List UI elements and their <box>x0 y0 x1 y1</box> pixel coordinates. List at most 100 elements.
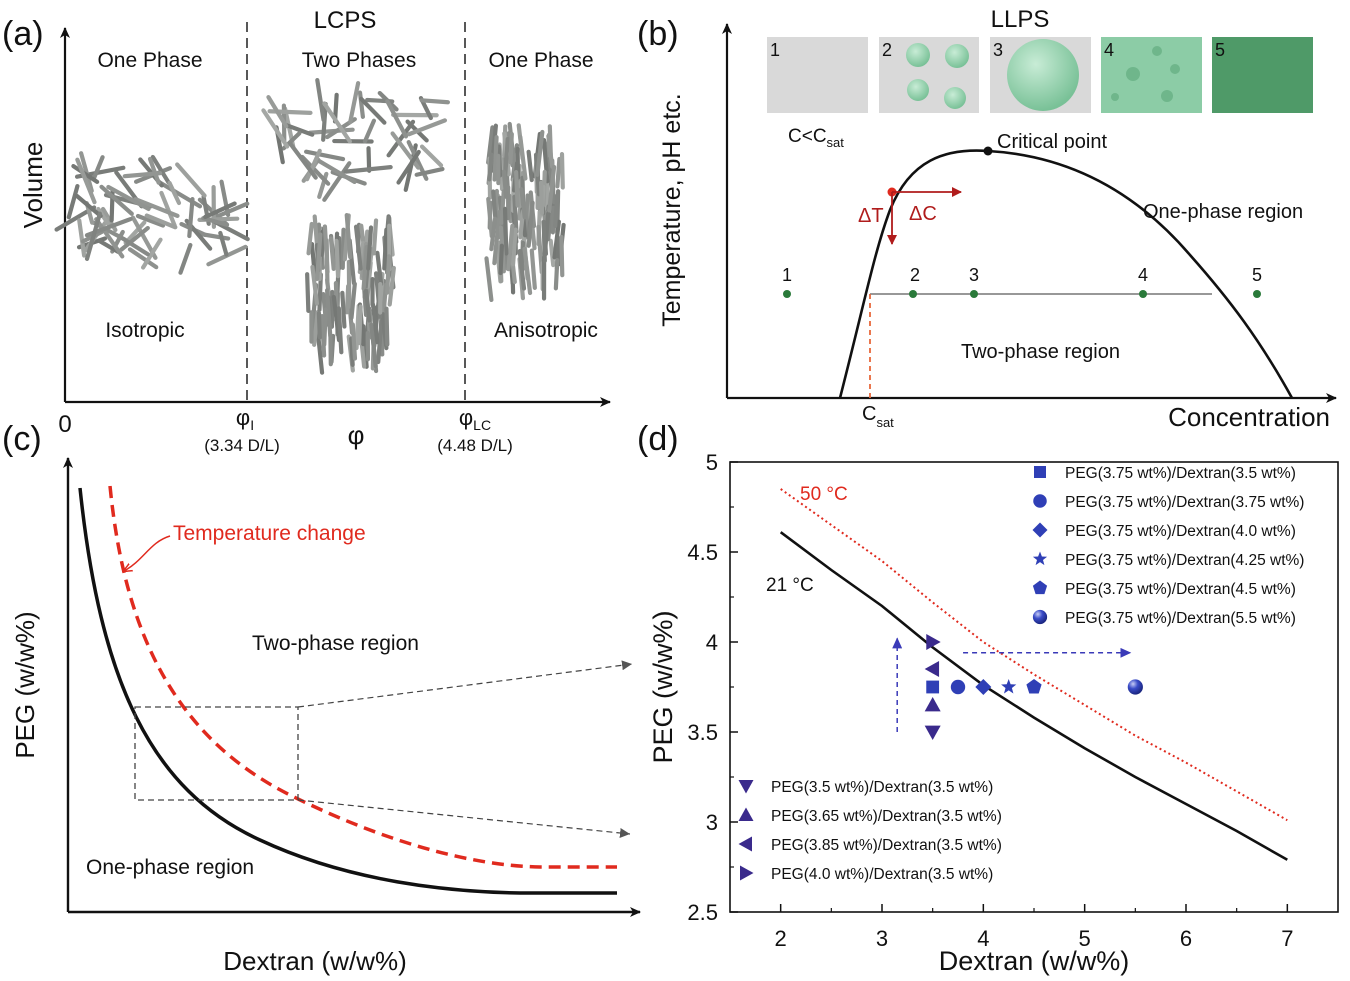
state-box-3-label: 3 <box>993 40 1003 60</box>
rod <box>348 81 361 125</box>
rod <box>369 322 378 369</box>
state-points: 1 2 3 4 5 <box>782 265 1262 298</box>
rod <box>552 219 561 260</box>
legend-marker-tri-down <box>738 780 754 794</box>
y-tick-label: 3.5 <box>687 720 718 745</box>
data-point-tri-left <box>924 661 940 677</box>
coexisting-nematic-rods <box>305 212 396 375</box>
rod <box>266 95 289 129</box>
panel-b-title: LLPS <box>991 6 1050 33</box>
rod <box>353 224 363 271</box>
x-tick-label: 4 <box>977 926 989 951</box>
panel-a-title: LCPS <box>314 7 377 34</box>
rod <box>546 133 555 169</box>
rod <box>519 187 527 220</box>
rod <box>487 152 494 182</box>
rod <box>322 307 328 347</box>
data-point-tri-right <box>926 634 941 650</box>
data-point-tri-down <box>924 725 941 740</box>
state-point-3-label: 3 <box>969 265 979 285</box>
rod <box>159 190 177 228</box>
state-box-4 <box>1101 37 1202 113</box>
rod <box>375 250 384 287</box>
rod <box>74 193 103 219</box>
panel-a-phi-lc: φLC <box>459 405 491 433</box>
rod <box>349 281 357 320</box>
legend-marker-star <box>1032 551 1048 566</box>
rod <box>322 101 352 144</box>
state-point-2-label: 2 <box>910 265 920 285</box>
small-droplet <box>1170 64 1180 74</box>
legend-label: PEG(3.75 wt%)/Dextran(3.5 wt%) <box>1065 465 1296 482</box>
rod <box>512 194 519 234</box>
rod <box>187 197 195 239</box>
temperature-change-arrow <box>124 535 171 571</box>
data-point-circle <box>950 679 966 695</box>
rod <box>386 119 416 158</box>
rod <box>310 264 320 306</box>
small-droplet <box>1126 67 1140 81</box>
csat-label: Csat <box>862 403 894 430</box>
y-tick-label: 2.5 <box>687 900 718 925</box>
state-box-1 <box>767 37 868 113</box>
rod <box>559 151 565 190</box>
delta-t-label: ΔT <box>858 205 884 227</box>
panel-a: (a) LCPS Volume 0 φ One Phase Two Phases… <box>2 7 611 455</box>
state-point-3 <box>970 290 978 298</box>
legend-label: PEG(3.75 wt%)/Dextran(3.75 wt%) <box>1065 494 1304 511</box>
panel-a-region-2: Two Phases <box>302 49 416 72</box>
rod <box>322 161 352 202</box>
x-tick-label: 2 <box>775 926 787 951</box>
rod <box>178 242 193 275</box>
rod <box>99 184 134 216</box>
large-droplet <box>1007 39 1079 111</box>
isotropic-rods <box>54 151 250 275</box>
panel-d-curves <box>779 488 1288 861</box>
two-phase-label-b: Two-phase region <box>961 341 1120 363</box>
legend-label: PEG(4.0 wt%)/Dextran(3.5 wt%) <box>771 866 993 883</box>
label-50c: 50 °C <box>800 484 848 505</box>
rod <box>506 223 515 272</box>
rod <box>344 212 353 260</box>
legend-marker-sphere <box>1032 609 1048 625</box>
data-point-diamond <box>975 679 992 695</box>
state-point-2 <box>909 290 917 298</box>
rod <box>324 288 333 338</box>
rod <box>123 220 147 245</box>
rod <box>144 213 178 230</box>
rod <box>526 200 535 248</box>
rod <box>526 149 534 183</box>
state-point-4-label: 4 <box>1138 265 1148 285</box>
rod <box>484 256 494 303</box>
state-point-1 <box>783 290 791 298</box>
rod <box>91 155 105 181</box>
rod <box>141 237 163 270</box>
data-point-sphere <box>1127 679 1143 695</box>
panel-b-ylabel: Temperature, pH etc. <box>658 93 686 326</box>
rod <box>366 146 372 173</box>
legend-marker-tri-right <box>740 865 754 881</box>
panel-c-label: (c) <box>2 420 42 458</box>
data-point-pentagon <box>1026 679 1042 694</box>
state-box-1-label: 1 <box>770 40 780 60</box>
rod <box>211 201 250 221</box>
legend-label: PEG(3.75 wt%)/Dextran(4.5 wt%) <box>1065 581 1296 598</box>
rod <box>384 306 390 347</box>
rod <box>300 154 331 186</box>
rod <box>306 221 314 256</box>
rod <box>514 169 520 208</box>
rod <box>147 156 161 185</box>
data-point-star <box>1001 679 1017 694</box>
rod <box>334 238 341 279</box>
rod <box>419 144 444 168</box>
legend-label: PEG(3.5 wt%)/Dextran(3.5 wt%) <box>771 779 993 796</box>
rod <box>541 219 547 263</box>
rod <box>304 149 346 162</box>
legend-marker-square <box>1034 466 1046 478</box>
rod <box>203 201 237 220</box>
rod <box>133 197 180 218</box>
panel-b: (b) LLPS Temperature, pH etc. Concentrat… <box>637 6 1337 432</box>
rod <box>419 98 451 105</box>
droplet <box>907 79 929 101</box>
